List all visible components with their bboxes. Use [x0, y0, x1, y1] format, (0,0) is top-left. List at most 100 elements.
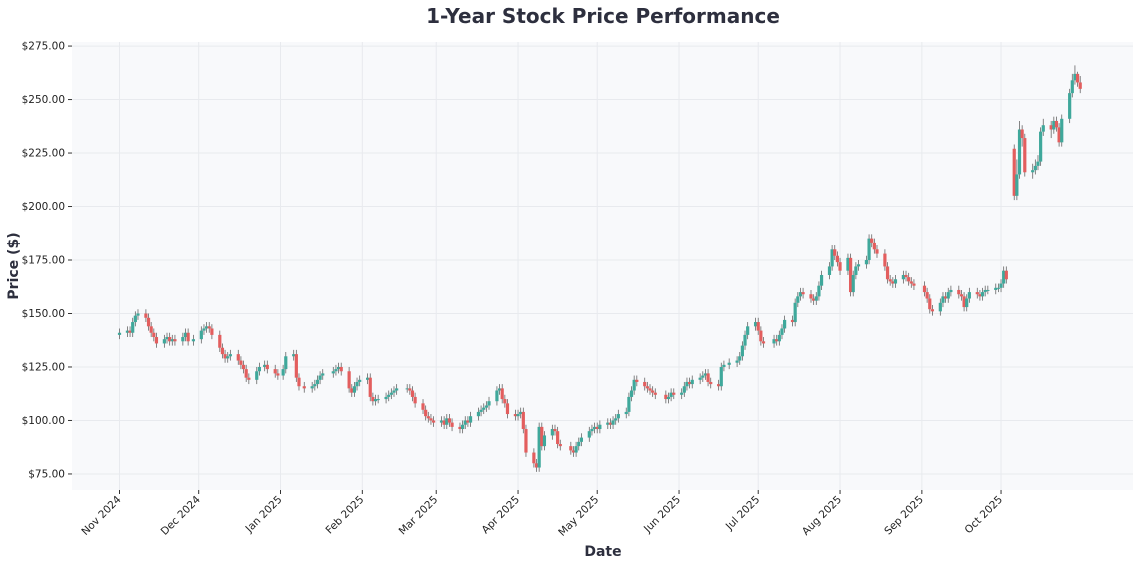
candle-down [812, 294, 816, 305]
candle-down [450, 418, 454, 432]
candle-up [949, 285, 953, 297]
candle-body [133, 315, 137, 323]
x-tick-label: Mar 2025 [397, 494, 441, 538]
candle-body [1020, 129, 1024, 139]
candle-down [875, 245, 879, 258]
candle-down [912, 279, 916, 290]
candle-body [672, 392, 676, 395]
candle-body [186, 332, 190, 342]
candle-body [957, 289, 961, 295]
x-tick-label: Sep 2025 [882, 494, 926, 538]
x-tick-label: Aug 2025 [800, 494, 844, 538]
candle-body [1070, 80, 1074, 94]
candle-body [181, 337, 185, 342]
candle-up [796, 292, 800, 308]
candle-body [627, 396, 631, 412]
candle-down [503, 394, 507, 408]
candle-body [986, 289, 990, 291]
candle-up [358, 375, 362, 387]
candle-body [1060, 118, 1064, 143]
candle-up [257, 362, 261, 376]
candle-body [550, 429, 554, 436]
candle-down [540, 422, 544, 451]
candle-down [957, 285, 961, 299]
candle-down [426, 411, 430, 423]
candle-up [205, 322, 209, 333]
candle-down [556, 426, 560, 449]
candle-up [798, 287, 803, 301]
candle-body [540, 426, 544, 447]
candle-up [315, 375, 320, 389]
candle-up [965, 294, 969, 312]
candle-body [888, 279, 892, 282]
candle-body [685, 381, 689, 387]
candle-body [376, 399, 380, 401]
candle-body [614, 418, 618, 421]
candle-up [983, 285, 987, 297]
candle-down [978, 289, 982, 301]
candle-body [294, 354, 298, 378]
candle-body [500, 388, 504, 400]
candle-body [743, 334, 747, 346]
candle-up [901, 270, 905, 284]
candle-body [835, 255, 839, 263]
candle-body [783, 319, 787, 329]
candle-body [226, 356, 230, 359]
candle-body [722, 364, 726, 367]
candle-up [690, 375, 694, 389]
candle-up [463, 416, 467, 430]
candle-body [624, 411, 628, 415]
candle-body [571, 450, 576, 453]
candle-up [946, 287, 950, 303]
candle-body [698, 377, 702, 380]
candle-body [759, 330, 763, 342]
candle-up [313, 379, 317, 391]
candle-up [590, 424, 594, 436]
candle-up [468, 411, 473, 427]
candle-up [117, 328, 122, 340]
candle-up [830, 245, 834, 271]
candle-body [1031, 170, 1035, 173]
candle-down [247, 373, 251, 385]
candle-body [780, 328, 784, 335]
candle-down [653, 388, 657, 400]
candle-body [146, 317, 151, 327]
candle-down [408, 384, 412, 395]
candle-body [516, 414, 520, 417]
candle-body [664, 394, 668, 400]
candle-up [165, 332, 169, 344]
candle-up [366, 373, 370, 385]
candle-down [371, 392, 375, 406]
candle-up [352, 381, 357, 397]
candle-up [228, 349, 232, 361]
candle-down [1012, 144, 1016, 201]
candle-body [827, 266, 832, 275]
candle-body [521, 411, 525, 430]
candle-body [801, 292, 805, 295]
candle-body [408, 388, 412, 391]
candle-body [616, 414, 620, 419]
candle-up [125, 326, 130, 338]
candle-up [814, 292, 818, 305]
candle-up [682, 381, 686, 397]
candle-body [302, 386, 306, 389]
candle-up [938, 298, 942, 316]
candle-body [1068, 93, 1072, 119]
candle-body [247, 377, 251, 380]
candle-body [284, 356, 288, 370]
candle-body [790, 319, 795, 323]
candle-up [1002, 266, 1006, 288]
candle-down [909, 277, 913, 288]
candle-body [410, 390, 415, 397]
candle-up [384, 392, 388, 404]
candle-up [703, 369, 708, 380]
candle-body [482, 407, 486, 410]
candle-body [703, 373, 708, 376]
candle-body [352, 386, 357, 393]
candle-body [239, 360, 243, 365]
candle-up [827, 262, 832, 280]
candle-body [595, 426, 599, 430]
candle-body [297, 377, 301, 387]
candle-body [838, 262, 842, 271]
candle-down [302, 381, 306, 393]
